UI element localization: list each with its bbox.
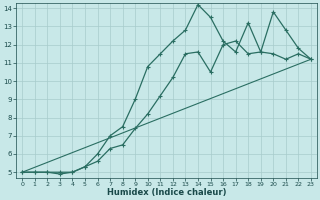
X-axis label: Humidex (Indice chaleur): Humidex (Indice chaleur) <box>107 188 226 197</box>
